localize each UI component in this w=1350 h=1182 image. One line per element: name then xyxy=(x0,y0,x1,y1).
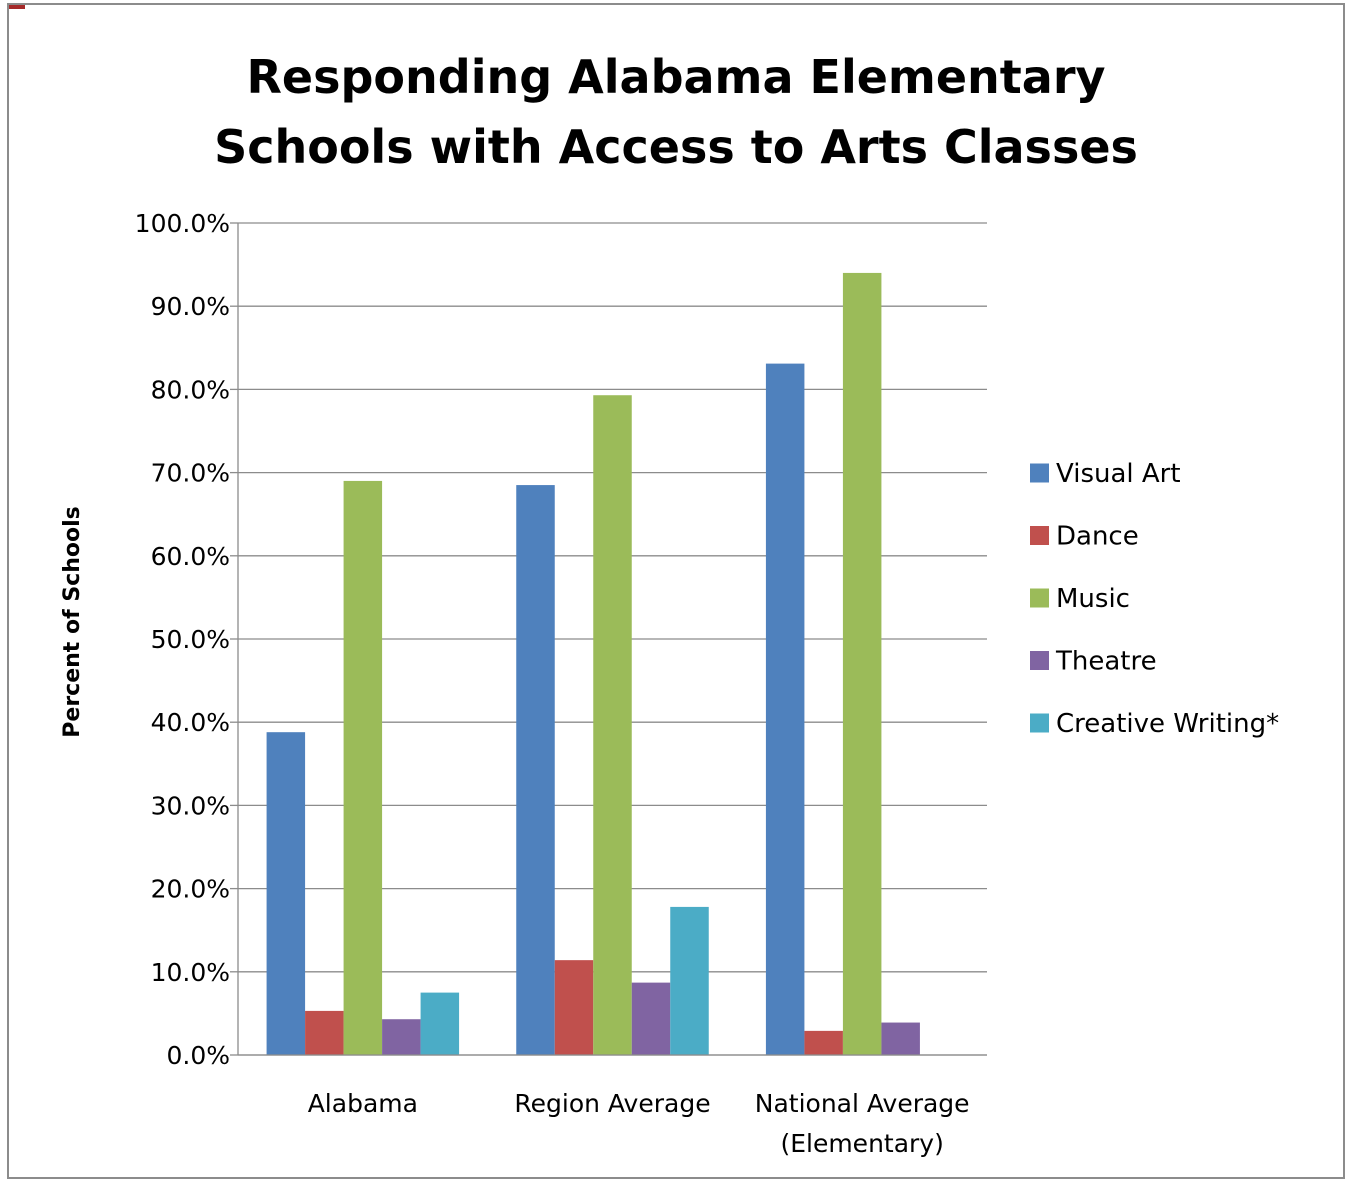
x-category-label: Alabama xyxy=(308,1089,418,1118)
legend-label: Visual Art xyxy=(1056,459,1181,489)
legend-swatch xyxy=(1030,588,1049,608)
y-tick-label: 100.0% xyxy=(135,209,230,238)
bar-dance xyxy=(305,1010,344,1055)
y-tick-label: 10.0% xyxy=(151,958,230,987)
chart-frame: Responding Alabama Elementary Schools wit… xyxy=(7,3,1345,1179)
y-axis-label: Percent of Schools xyxy=(60,506,85,737)
y-tick-label: 0.0% xyxy=(166,1041,230,1070)
y-tick-label: 60.0% xyxy=(151,542,230,571)
bar-visual-art xyxy=(266,732,306,1055)
corner-mark xyxy=(9,5,25,9)
legend-swatch xyxy=(1030,713,1049,733)
bar-visual-art xyxy=(765,363,805,1055)
legend-swatch xyxy=(1030,526,1049,545)
y-tick-label: 20.0% xyxy=(151,875,230,904)
x-category-labels: Alabama Region Average National Average (El… xyxy=(308,1089,970,1158)
y-tick-labels: 0.0% 10.0% 20.0% 30.0% 40.0% 50.0% 60.0% 70.0% 8… xyxy=(135,209,230,1070)
bar-chart: Responding Alabama Elementary Schools wit… xyxy=(60,50,1279,1158)
legend-label: Creative Writing* xyxy=(1056,709,1279,739)
x-category-label: (Elementary) xyxy=(780,1129,943,1158)
bar-theatre xyxy=(631,982,671,1055)
legend-label: Music xyxy=(1056,584,1130,614)
bar-music xyxy=(593,395,632,1055)
bar-dance xyxy=(804,1030,843,1055)
bar-theatre xyxy=(881,1022,920,1055)
legend-label: Dance xyxy=(1056,522,1139,552)
legend-swatch xyxy=(1030,651,1049,670)
y-tick-label: 80.0% xyxy=(151,375,230,404)
axes xyxy=(237,223,987,1056)
y-tick-label: 40.0% xyxy=(151,708,230,737)
bar-creative-writing xyxy=(420,992,460,1055)
y-tick-label: 90.0% xyxy=(151,292,230,321)
legend-label: Theatre xyxy=(1055,647,1157,677)
chart-title-line: Schools with Access to Arts Classes xyxy=(214,120,1138,174)
bar-creative-writing xyxy=(670,906,709,1055)
x-category-label: Region Average xyxy=(514,1089,710,1118)
bar-theatre xyxy=(382,1019,421,1055)
bar-music xyxy=(343,480,383,1055)
chart-title: Responding Alabama Elementary Schools wit… xyxy=(214,50,1138,174)
x-category-label: National Average xyxy=(755,1089,970,1118)
bar-dance xyxy=(554,960,594,1055)
bars xyxy=(266,272,920,1056)
y-tick-label: 30.0% xyxy=(151,791,230,820)
y-tick-label: 70.0% xyxy=(151,459,230,488)
bar-music xyxy=(842,272,882,1055)
bar-visual-art xyxy=(516,485,555,1056)
legend-swatch xyxy=(1030,463,1049,483)
y-tick-label: 50.0% xyxy=(151,625,230,654)
chart-title-line: Responding Alabama Elementary xyxy=(247,50,1106,104)
legend: Visual Art Dance Music Theatre Creative Writ… xyxy=(1030,459,1279,739)
y-axis-label-group: Percent of Schools xyxy=(60,506,85,737)
